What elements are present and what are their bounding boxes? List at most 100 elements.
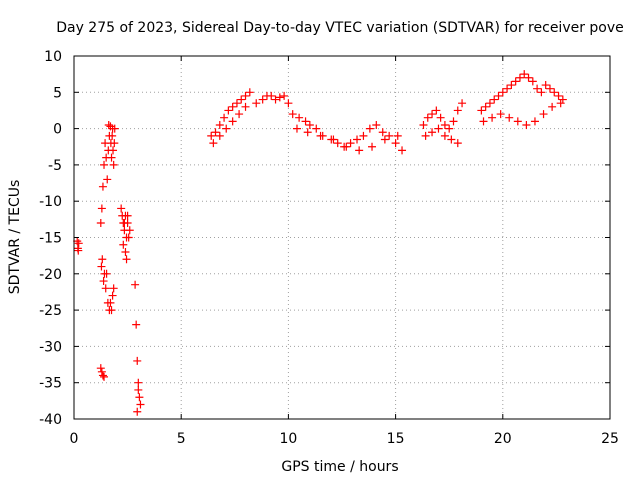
data-point: [295, 113, 304, 122]
data-point: [453, 139, 462, 148]
data-point: [393, 131, 402, 140]
data-point: [228, 102, 237, 111]
data-point: [522, 120, 531, 129]
data-point: [134, 385, 143, 394]
data-point: [423, 113, 432, 122]
data-point: [103, 175, 112, 184]
data-point: [530, 117, 539, 126]
y-tick-label: -20: [39, 267, 62, 283]
data-point: [220, 113, 229, 122]
data-point: [434, 124, 443, 133]
data-point: [284, 99, 293, 108]
data-point: [507, 81, 516, 90]
data-point: [528, 77, 537, 86]
data-point: [97, 204, 106, 213]
data-point: [98, 371, 107, 380]
data-point: [222, 124, 231, 133]
data-point: [428, 110, 437, 119]
data-point: [511, 77, 520, 86]
data-point: [109, 160, 118, 169]
data-point: [108, 131, 117, 140]
data-point: [453, 106, 462, 115]
data-point: [110, 139, 119, 148]
data-point: [436, 113, 445, 122]
data-point: [109, 284, 118, 293]
data-points: [73, 70, 567, 416]
data-point: [533, 84, 542, 93]
data-point: [488, 113, 497, 122]
data-point: [98, 255, 107, 264]
data-point: [380, 135, 389, 144]
data-point: [513, 117, 522, 126]
data-point: [419, 120, 428, 129]
data-point: [125, 226, 134, 235]
y-tick-label: -25: [39, 303, 62, 319]
y-axis-label: SDTVAR / TECUs: [7, 180, 23, 295]
data-point: [74, 246, 83, 255]
data-point: [104, 120, 113, 129]
data-point: [537, 88, 546, 97]
y-tick-label: -35: [39, 376, 62, 392]
x-tick-label: 15: [387, 431, 405, 447]
data-point: [109, 146, 118, 155]
data-point: [496, 110, 505, 119]
y-tick-label: -40: [39, 412, 62, 428]
data-point: [303, 128, 312, 137]
data-point: [215, 120, 224, 129]
data-point: [224, 106, 233, 115]
data-point: [267, 91, 276, 100]
data-point: [505, 113, 514, 122]
data-point: [102, 269, 111, 278]
data-point: [346, 139, 355, 148]
data-point: [485, 99, 494, 108]
data-point: [97, 262, 106, 271]
data-point: [241, 102, 250, 111]
y-tick-label: 0: [53, 122, 62, 138]
data-point: [133, 407, 142, 416]
data-point: [119, 240, 128, 249]
data-point: [545, 84, 554, 93]
data-point: [131, 280, 140, 289]
data-point: [100, 372, 109, 381]
data-point: [98, 182, 107, 191]
data-point: [232, 99, 241, 108]
data-point: [108, 291, 117, 300]
data-point: [368, 142, 377, 151]
data-point: [477, 106, 486, 115]
grid: [74, 56, 610, 419]
data-point: [121, 248, 130, 257]
x-tick-label: 25: [601, 431, 619, 447]
data-point: [520, 70, 529, 79]
data-point: [301, 117, 310, 126]
data-point: [359, 131, 368, 140]
data-point: [556, 99, 565, 108]
data-point: [385, 131, 394, 140]
data-point: [99, 277, 108, 286]
data-point: [391, 139, 400, 148]
data-point: [134, 378, 143, 387]
data-point: [97, 367, 106, 376]
data-point: [74, 239, 83, 248]
x-axis-label: GPS time / hours: [281, 459, 398, 475]
data-point: [275, 93, 284, 102]
data-point: [110, 124, 119, 133]
data-point: [421, 131, 430, 140]
y-tick-label: -5: [48, 158, 62, 174]
data-point: [515, 73, 524, 82]
data-point: [494, 91, 503, 100]
data-point: [503, 84, 512, 93]
data-point: [215, 131, 224, 140]
data-point: [479, 117, 488, 126]
data-point: [548, 102, 557, 111]
data-point: [481, 102, 490, 111]
data-point: [288, 110, 297, 119]
data-point: [440, 131, 449, 140]
data-point: [235, 110, 244, 119]
data-point: [124, 233, 133, 242]
data-point: [135, 393, 144, 402]
data-point: [449, 117, 458, 126]
chart-title: Day 275 of 2023, Sidereal Day-to-day VTE…: [56, 20, 624, 36]
data-point: [372, 120, 381, 129]
data-point: [550, 88, 559, 97]
